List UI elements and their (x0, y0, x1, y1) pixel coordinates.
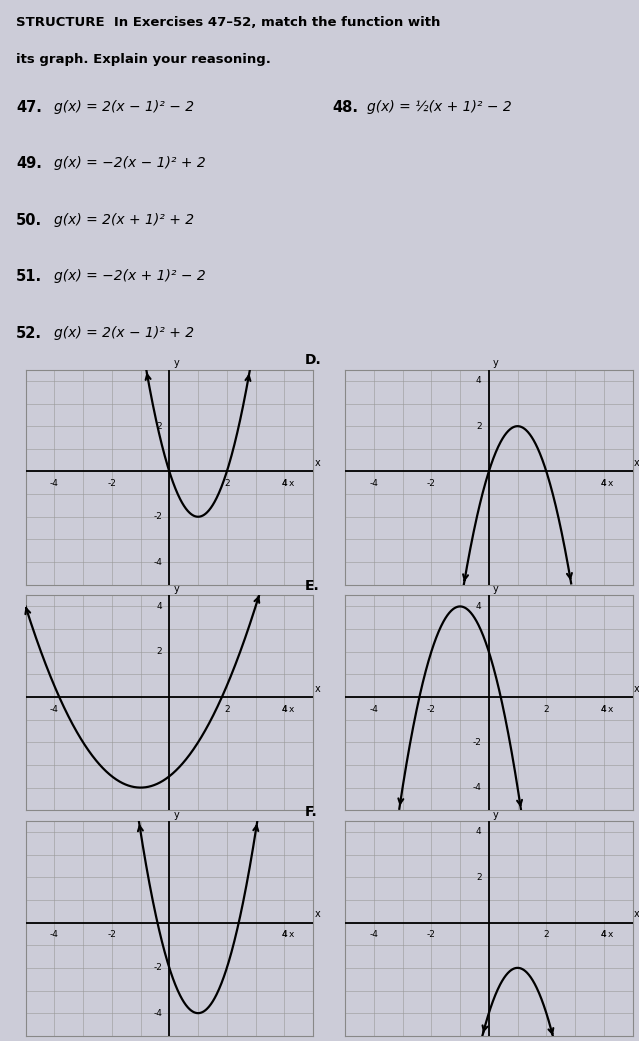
Text: -4: -4 (369, 480, 378, 488)
Text: -2: -2 (153, 963, 162, 972)
Text: 4: 4 (282, 480, 287, 488)
Text: x: x (634, 909, 639, 919)
Text: 4: 4 (282, 931, 287, 939)
Text: y: y (493, 584, 499, 594)
Text: 4: 4 (476, 377, 482, 385)
Text: x: x (314, 458, 320, 468)
Text: y: y (493, 358, 499, 369)
Text: -2: -2 (427, 480, 436, 488)
Text: 4: 4 (476, 828, 482, 837)
Text: C.: C. (0, 805, 1, 818)
Text: -2: -2 (427, 705, 436, 714)
Text: -4: -4 (369, 931, 378, 939)
Text: x: x (634, 458, 639, 468)
Text: STRUCTURE  In Exercises 47–52, match the function with: STRUCTURE In Exercises 47–52, match the … (16, 16, 440, 29)
Text: y: y (493, 810, 499, 819)
Text: g(x) = ½(x + 1)² − 2: g(x) = ½(x + 1)² − 2 (367, 100, 512, 113)
Text: g(x) = −2(x − 1)² + 2: g(x) = −2(x − 1)² + 2 (54, 156, 206, 171)
Text: x: x (608, 931, 613, 939)
Text: 4: 4 (282, 931, 287, 939)
Text: F.: F. (305, 805, 318, 818)
Text: 49.: 49. (16, 156, 42, 172)
Text: -2: -2 (107, 931, 116, 939)
Text: -2: -2 (153, 512, 162, 522)
Text: 2: 2 (224, 705, 229, 714)
Text: x: x (608, 480, 613, 488)
Text: 52.: 52. (16, 326, 42, 340)
Text: 4: 4 (476, 602, 482, 611)
Text: 4: 4 (282, 705, 287, 714)
Text: x: x (608, 705, 613, 714)
Text: x: x (634, 684, 639, 693)
Text: -4: -4 (50, 705, 59, 714)
Text: -4: -4 (50, 931, 59, 939)
Text: 4: 4 (282, 705, 287, 714)
Text: 48.: 48. (332, 100, 358, 115)
Text: 4: 4 (601, 480, 606, 488)
Text: 51.: 51. (16, 270, 42, 284)
Text: 4: 4 (601, 705, 606, 714)
Text: 2: 2 (544, 931, 549, 939)
Text: x: x (289, 705, 294, 714)
Text: 4: 4 (282, 480, 287, 488)
Text: 2: 2 (224, 480, 229, 488)
Text: B.: B. (0, 579, 1, 593)
Text: 2: 2 (476, 422, 482, 431)
Text: 50.: 50. (16, 212, 42, 228)
Text: 4: 4 (601, 931, 606, 939)
Text: 2: 2 (157, 422, 162, 431)
Text: g(x) = 2(x − 1)² − 2: g(x) = 2(x − 1)² − 2 (54, 100, 194, 113)
Text: D.: D. (305, 353, 321, 367)
Text: -2: -2 (427, 931, 436, 939)
Text: x: x (314, 684, 320, 693)
Text: y: y (174, 358, 180, 369)
Text: g(x) = −2(x + 1)² − 2: g(x) = −2(x + 1)² − 2 (54, 270, 206, 283)
Text: 4: 4 (601, 480, 606, 488)
Text: -4: -4 (153, 558, 162, 566)
Text: 47.: 47. (16, 100, 42, 115)
Text: -4: -4 (369, 705, 378, 714)
Text: x: x (314, 909, 320, 919)
Text: y: y (174, 810, 180, 819)
Text: 2: 2 (157, 648, 162, 656)
Text: E.: E. (305, 579, 320, 593)
Text: its graph. Explain your reasoning.: its graph. Explain your reasoning. (16, 52, 271, 66)
Text: 2: 2 (476, 872, 482, 882)
Text: g(x) = 2(x + 1)² + 2: g(x) = 2(x + 1)² + 2 (54, 212, 194, 227)
Text: 4: 4 (601, 931, 606, 939)
Text: -2: -2 (107, 480, 116, 488)
Text: 4: 4 (601, 705, 606, 714)
Text: x: x (289, 931, 294, 939)
Text: g(x) = 2(x − 1)² + 2: g(x) = 2(x − 1)² + 2 (54, 326, 194, 339)
Text: y: y (174, 584, 180, 594)
Text: -4: -4 (50, 480, 59, 488)
Text: -4: -4 (473, 783, 482, 792)
Text: x: x (289, 480, 294, 488)
Text: 2: 2 (544, 705, 549, 714)
Text: 4: 4 (157, 602, 162, 611)
Text: -2: -2 (473, 738, 482, 746)
Text: A.: A. (0, 353, 1, 367)
Text: -4: -4 (153, 1009, 162, 1018)
